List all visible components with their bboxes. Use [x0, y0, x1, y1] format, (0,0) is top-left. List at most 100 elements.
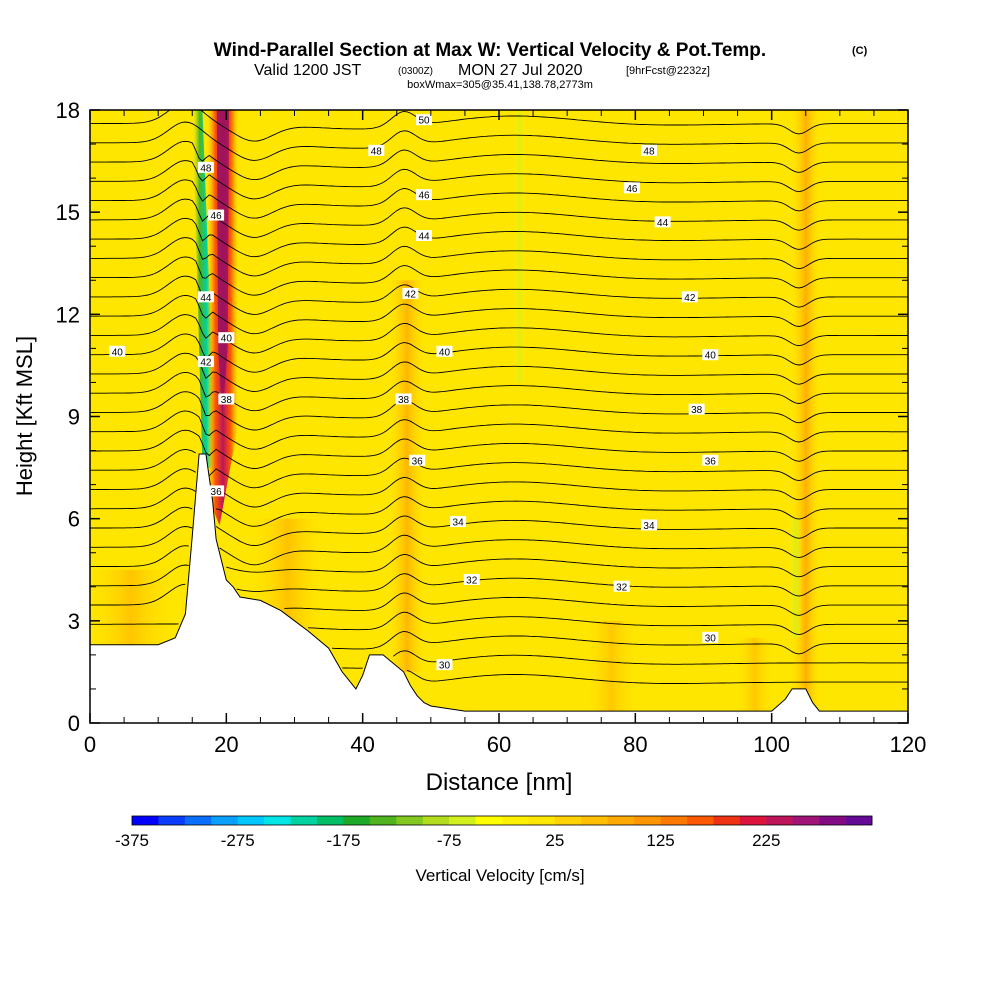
contour-label: 42 — [402, 287, 419, 300]
colorbar-swatch — [581, 816, 609, 825]
theta-contour-line — [393, 650, 908, 665]
theta-contour-line — [90, 294, 908, 335]
y-axis-label: Height [Kft MSL] — [12, 336, 37, 496]
x-tick-label: 120 — [890, 732, 927, 757]
contour-label: 48 — [197, 161, 214, 174]
theta-contour-line — [90, 487, 196, 510]
colorbar-swatch — [845, 816, 873, 825]
downdraft-patch-103nm — [788, 518, 803, 638]
colorbar-swatch — [660, 816, 688, 825]
contour-label: 42 — [197, 356, 214, 369]
theta-contour-line — [90, 352, 908, 392]
colorbar-swatch — [713, 816, 741, 825]
theta-contour-line — [90, 429, 908, 469]
colorbar-swatch — [369, 816, 397, 825]
contour-label-text: 46 — [211, 211, 223, 222]
theta-contour-line — [90, 140, 908, 181]
contour-label-text: 40 — [705, 351, 717, 362]
velocity-field — [90, 110, 820, 713]
colorbar-swatch — [607, 816, 635, 825]
contour-label: 38 — [688, 403, 705, 416]
contour-label: 34 — [450, 516, 467, 529]
contour-label-text: 46 — [626, 184, 638, 195]
contour-label-text: 30 — [705, 633, 717, 644]
theta-contour-line — [90, 121, 908, 161]
theta-contour-line — [90, 526, 193, 548]
plot-area: 30 30 32 32 34 34 36 36 36 38 38 38 40 42 40 40 40 42 42 44… — [90, 110, 908, 723]
y-tick-label: 0 — [68, 711, 80, 736]
theta-contour-line — [90, 391, 908, 431]
colorbar-swatch — [211, 816, 239, 825]
colorbar-swatch — [264, 816, 291, 825]
theta-contour-line — [215, 515, 908, 546]
contour-label: 46 — [416, 189, 433, 202]
theta-contour-line — [90, 237, 908, 277]
subtitle-forecast: [9hrFcst@2232z] — [626, 65, 710, 77]
contour-label-text: 48 — [643, 146, 655, 157]
colorbar-swatch — [449, 816, 476, 825]
theta-contour-line — [308, 611, 908, 636]
theta-contour-line — [90, 256, 908, 296]
contour-label-text: 32 — [616, 582, 628, 593]
contour-label-text: 46 — [418, 191, 430, 202]
contour-label: 38 — [395, 393, 412, 406]
contour-label: 40 — [702, 349, 719, 362]
contour-label-text: 36 — [211, 487, 223, 498]
theta-contour-line — [90, 217, 908, 258]
contour-label-text: 34 — [453, 518, 465, 529]
theta-contour-line — [90, 545, 189, 567]
x-tick-label: 20 — [214, 732, 238, 757]
contour-label: 40 — [436, 345, 453, 358]
contour-label: 48 — [368, 144, 385, 157]
subtitle-date: MON 27 Jul 2020 — [458, 62, 583, 79]
contour-label-text: 48 — [200, 163, 212, 174]
colorbar-swatch — [528, 816, 556, 825]
contour-label-text: 36 — [705, 456, 717, 467]
colorbar-swatch — [819, 816, 846, 825]
theta-contour-line — [90, 506, 193, 529]
y-tick-label: 9 — [68, 405, 80, 430]
x-tick-label: 40 — [350, 732, 374, 757]
contour-label: 38 — [218, 393, 235, 406]
subtitle-utc: (0300Z) — [398, 66, 433, 77]
colorbar-tick-label: -75 — [437, 831, 462, 850]
contour-label: 46 — [208, 209, 225, 222]
colorbar-swatch — [184, 816, 212, 825]
contour-label-text: 44 — [418, 232, 430, 243]
colorbar-swatch — [158, 816, 186, 825]
x-tick-label: 100 — [753, 732, 790, 757]
theta-contour-line — [90, 448, 196, 471]
theta-contour-line — [212, 476, 908, 508]
colorbar-swatch — [554, 816, 582, 825]
contour-label-text: 40 — [439, 347, 451, 358]
contour-label: 48 — [640, 144, 657, 157]
subtitle-valid: Valid 1200 JST — [254, 62, 362, 79]
colorbar-swatch — [343, 816, 371, 825]
colorbar-label: Vertical Velocity [cm/s] — [415, 866, 584, 885]
contour-label-text: 32 — [466, 575, 478, 586]
theta-contour-line — [216, 496, 908, 527]
updraft-patch-west — [90, 569, 172, 655]
theta-contour-line — [90, 468, 196, 490]
contour-label: 46 — [623, 182, 640, 195]
colorbar-swatch — [422, 816, 450, 825]
y-tick-label: 12 — [56, 302, 80, 327]
colorbar-swatch — [396, 816, 424, 825]
x-tick-label: 60 — [487, 732, 511, 757]
contour-label-text: 42 — [405, 289, 417, 300]
contour-label-text: 40 — [112, 347, 124, 358]
colorbar-frame — [131, 815, 873, 826]
contour-label: 50 — [416, 114, 433, 127]
copyright-mark: (C) — [852, 45, 868, 57]
contour-label-text: 30 — [439, 661, 451, 672]
colorbar-swatch — [766, 816, 794, 825]
contour-label: 34 — [640, 519, 657, 532]
contour-label-text: 36 — [412, 456, 424, 467]
chart-box-info: boxWmax=305@35.41,138.78,2773m — [407, 79, 593, 91]
contour-labels: 30 30 32 32 34 34 36 36 36 38 38 38 40 42 40 40 40 42 42 44… — [109, 114, 719, 672]
colorbar-tick-label: -275 — [221, 831, 255, 850]
contour-label: 36 — [208, 485, 225, 498]
contour-label: 40 — [109, 345, 126, 358]
x-tick-label: 0 — [84, 732, 96, 757]
